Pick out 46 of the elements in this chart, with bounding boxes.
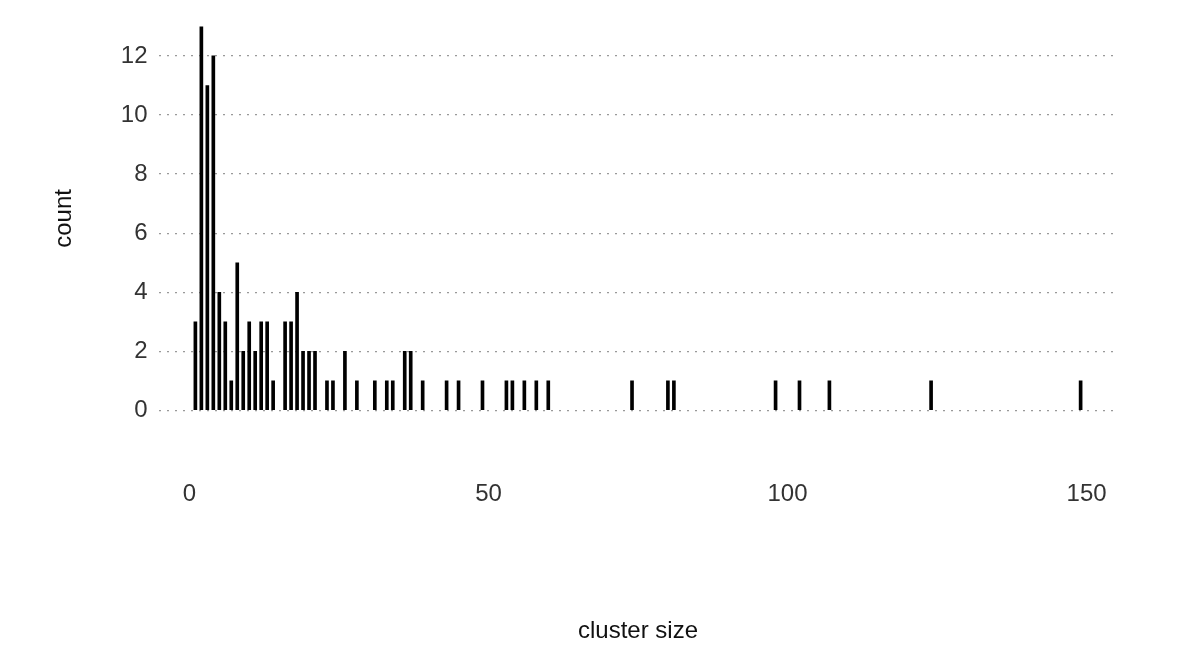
y-tick-label: 4 [134, 276, 148, 304]
x-tick-label: 0 [182, 479, 197, 507]
bar [295, 291, 299, 411]
bar [235, 262, 240, 411]
bar [241, 350, 246, 411]
x-tick-label: 150 [1066, 479, 1107, 507]
y-tick-label: 8 [134, 158, 148, 186]
bar [343, 350, 347, 411]
y-tick-label: 10 [120, 99, 148, 127]
bar [211, 55, 216, 411]
bar [420, 380, 425, 411]
bar [289, 321, 293, 411]
bar [271, 380, 275, 411]
bar [265, 321, 269, 411]
bar [307, 350, 311, 411]
bar [372, 380, 377, 411]
y-tick-label: 6 [134, 217, 148, 245]
bar [247, 321, 252, 411]
bar [534, 380, 539, 411]
x-axis-title: cluster size [577, 616, 699, 644]
bar [402, 350, 407, 411]
bar [331, 380, 335, 411]
bar [630, 380, 634, 411]
bar [666, 380, 670, 411]
bar [217, 291, 222, 411]
x-tick-label: 100 [767, 479, 808, 507]
x-tick-label: 50 [475, 479, 502, 507]
bar [672, 380, 676, 411]
bar [259, 321, 264, 411]
y-tick-label: 2 [134, 335, 148, 363]
bar [390, 380, 395, 411]
y-tick-label: 12 [120, 40, 148, 68]
bar [325, 380, 329, 411]
y-axis-title: count [49, 188, 77, 248]
bar [223, 321, 228, 411]
bar [408, 350, 413, 411]
bar [355, 380, 359, 411]
bar [283, 321, 287, 411]
bar [301, 350, 305, 411]
bar [253, 350, 258, 411]
bar [384, 380, 389, 411]
y-tick-label: 0 [134, 395, 148, 423]
bar [229, 380, 234, 411]
bar [929, 380, 933, 411]
bar [546, 380, 551, 411]
bar [313, 350, 317, 411]
